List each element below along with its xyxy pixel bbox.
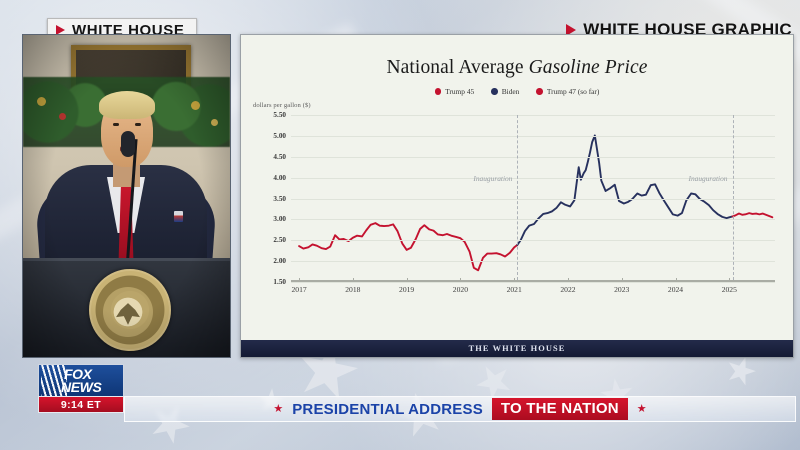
x-axis-tick-label: 2023 (614, 285, 630, 294)
gridline (291, 135, 775, 137)
x-axis-line (291, 280, 775, 282)
series-line (298, 222, 519, 272)
chart-source-label: THE WHITE HOUSE (468, 344, 566, 353)
gridline (291, 198, 775, 200)
star-icon: ★ (636, 402, 647, 415)
x-axis-tick-label: 2025 (721, 285, 737, 294)
x-axis-tick-mark (460, 278, 462, 282)
legend-item: Trump 45 (434, 87, 475, 96)
x-axis-tick-mark (406, 278, 408, 282)
y-axis-tick-label: 3.00 (273, 215, 286, 224)
inauguration-marker-label: Inauguration (473, 173, 513, 183)
chart-series-svg (298, 134, 774, 272)
ornament (59, 113, 66, 120)
y-axis-tick-label: 3.50 (273, 194, 286, 203)
y-axis-tick-label: 2.50 (273, 236, 286, 245)
video-vignette (23, 35, 230, 357)
ornament (191, 101, 200, 110)
x-axis-tick-mark (352, 278, 354, 282)
plot-area: 5.50 5.00 4.50 4.00 3.50 3.00 2.50 2.00 1.50 2017… (273, 111, 775, 294)
gridline (291, 261, 775, 263)
x-axis-tick-mark (621, 278, 623, 282)
microphone-head (121, 131, 135, 157)
fox-logo-line1: FOX (64, 366, 92, 382)
play-triangle-icon (566, 24, 577, 36)
legend-item: Biden (491, 87, 519, 96)
x-axis-tick-label: 2024 (667, 285, 684, 294)
legend-label: Trump 47 (so far) (546, 87, 600, 96)
legend-color-dot (491, 88, 498, 95)
x-axis-tick-mark (729, 278, 731, 282)
fox-logo-line2: NEWS (61, 379, 102, 395)
y-axis-label: dollars per gallon ($) (253, 102, 311, 109)
flag-lapel-pin (174, 211, 183, 222)
gridline (291, 240, 775, 242)
legend-color-dot (536, 88, 543, 95)
x-axis-tick-mark (299, 278, 301, 282)
play-triangle-icon (56, 25, 65, 35)
star-icon: ★ (273, 402, 284, 415)
chart-legend: Trump 45 Biden Trump 47 (so far) (241, 87, 793, 96)
chart-title: National Average Gasoline Price (241, 57, 793, 79)
inauguration-marker-line (517, 115, 519, 280)
legend-label: Biden (501, 87, 520, 96)
eye-left (113, 123, 119, 126)
x-axis-tick-label: 2022 (560, 285, 576, 294)
legend-label: Trump 45 (445, 87, 475, 96)
x-axis-tick-mark (567, 278, 569, 282)
eye-right (135, 123, 141, 126)
network-clock-label: 9:14 ET (60, 398, 102, 411)
lower-third-ticker: ★ PRESIDENTIAL ADDRESS TO THE NATION ★ (124, 396, 796, 422)
y-axis-tick-label: 4.50 (273, 152, 286, 161)
x-axis-tick-label: 2018 (345, 285, 361, 294)
inauguration-marker-line (732, 115, 734, 280)
x-axis-tick-label: 2021 (506, 285, 522, 294)
ornament (37, 97, 46, 106)
gridline (291, 115, 775, 116)
inauguration-marker-label: Inauguration (688, 173, 728, 183)
y-axis-tick-label: 1.50 (273, 278, 286, 286)
searchlight-icon (41, 365, 67, 397)
chart-title-plain: National Average (386, 57, 529, 78)
gridline (291, 156, 775, 158)
gasoline-price-chart-panel: National Average Gasoline Price Trump 45… (240, 34, 794, 358)
ticker-secondary-label: TO THE NATION (491, 398, 628, 420)
y-axis-tick-label: 4.00 (273, 173, 286, 182)
plot-area-wrapper: dollars per gallon ($) 5.50 5.00 4.50 4.00 3… (253, 102, 781, 302)
x-axis-tick-label: 2017 (291, 285, 307, 294)
ornament (211, 119, 218, 126)
gridline (291, 177, 775, 179)
x-axis-tick-mark (514, 278, 516, 282)
legend-color-dot (434, 88, 442, 95)
gridline (291, 282, 775, 283)
fox-news-logo: FOX NEWS (38, 364, 124, 398)
hair (99, 91, 155, 119)
gridline (291, 219, 775, 221)
network-clock: 9:14 ET (38, 396, 124, 413)
series-line (731, 212, 774, 219)
chart-source-footer: THE WHITE HOUSE (241, 340, 793, 357)
ticker-primary-label: PRESIDENTIAL ADDRESS (292, 400, 483, 418)
y-axis-tick-label: 2.00 (273, 257, 286, 266)
x-axis-tick-label: 2020 (452, 285, 468, 294)
y-axis-tick-label: 5.00 (273, 131, 286, 140)
series-line (516, 134, 734, 246)
video-feed-panel (22, 34, 231, 358)
y-axis-tick-label: 5.50 (273, 111, 286, 119)
chart-title-italic: Gasoline Price (528, 57, 648, 78)
legend-item: Trump 47 (so far) (536, 87, 599, 96)
x-axis-tick-mark (675, 278, 677, 282)
x-axis-tick-label: 2019 (399, 285, 415, 294)
